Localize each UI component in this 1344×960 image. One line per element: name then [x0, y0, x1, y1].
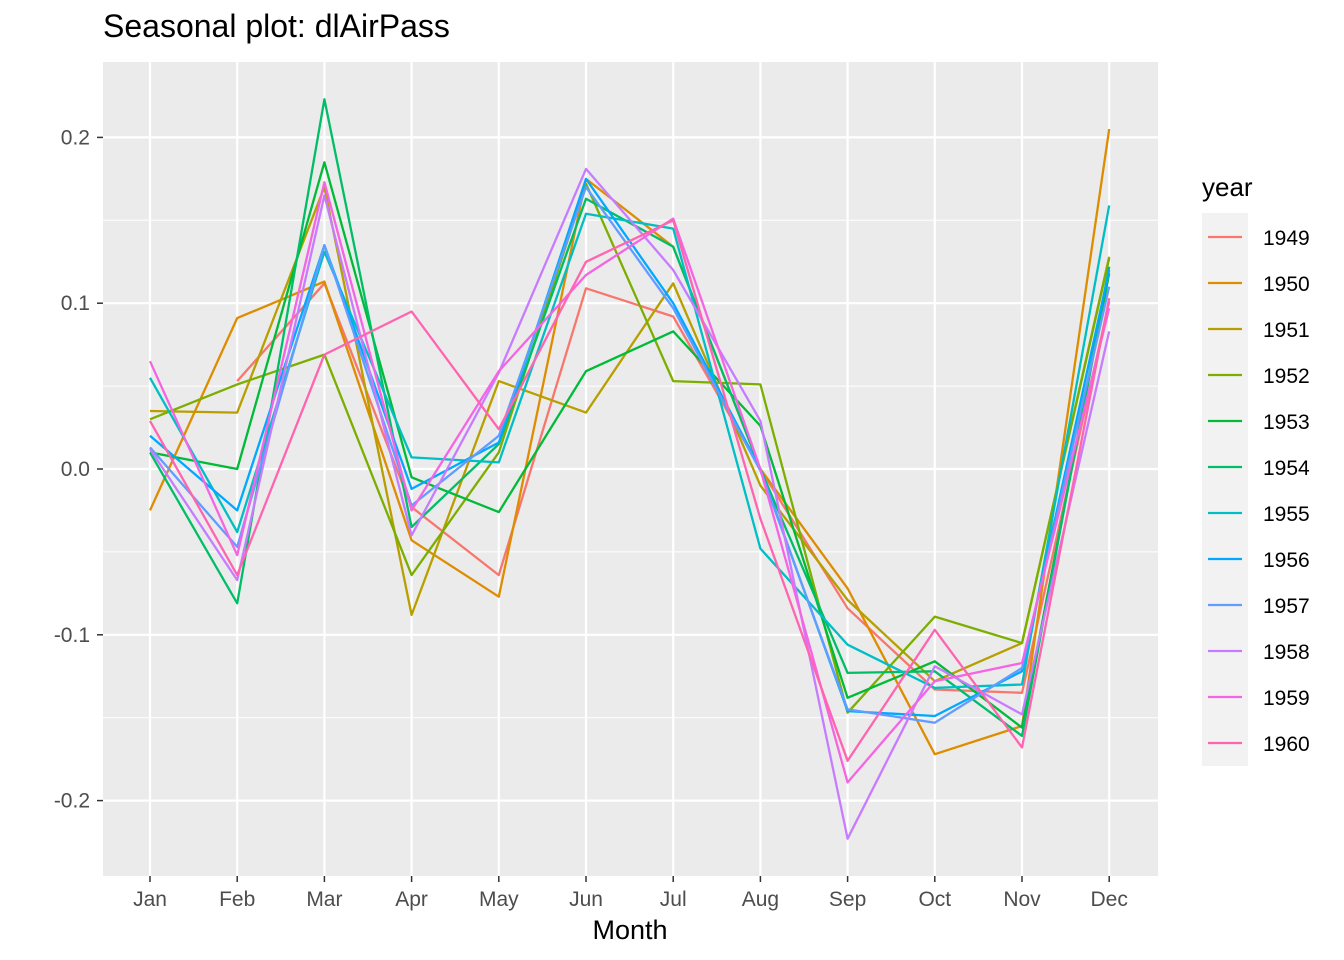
x-tick-label: Mar — [306, 888, 342, 911]
y-tick-label: -0.2 — [54, 790, 90, 813]
x-tick-label: Sep — [829, 888, 866, 911]
legend-label: 1957 — [1263, 595, 1310, 618]
x-tick-label: Jul — [660, 888, 687, 911]
legend-item-1959: 1959 — [1208, 687, 1310, 710]
y-tick-label: 0.0 — [61, 458, 90, 481]
legend-label: 1950 — [1263, 273, 1310, 296]
x-tick-label: Feb — [219, 888, 255, 911]
legend-item-1954: 1954 — [1208, 457, 1310, 480]
series-line-1959 — [148, 181, 1111, 784]
legend-title: year — [1202, 172, 1253, 202]
x-tick-label: Apr — [395, 888, 428, 911]
x-tick-label: Jan — [133, 888, 167, 911]
series-line-1953 — [149, 161, 1111, 729]
legend-item-1949: 1949 — [1208, 227, 1310, 250]
series-line-1960 — [148, 219, 1111, 762]
series-line-1952 — [149, 182, 1111, 714]
y-tick-label: -0.1 — [54, 624, 90, 647]
legend-label: 1949 — [1263, 227, 1310, 250]
legend-item-1953: 1953 — [1208, 411, 1310, 434]
legend-label: 1956 — [1263, 549, 1310, 572]
y-tick-label: 0.1 — [61, 292, 90, 315]
y-tick-label: 0.2 — [61, 126, 90, 149]
legend-item-1950: 1950 — [1208, 273, 1310, 296]
legend-item-1958: 1958 — [1208, 641, 1310, 664]
x-tick-label: Nov — [1003, 888, 1041, 911]
chart-title: Seasonal plot: dlAirPass — [103, 8, 450, 44]
legend-label: 1960 — [1263, 733, 1310, 756]
legend-item-1960: 1960 — [1208, 733, 1310, 756]
legend-item-1952: 1952 — [1208, 365, 1310, 388]
series-line-1958 — [149, 167, 1111, 840]
series-line-1954 — [149, 98, 1111, 738]
x-axis: Jan Feb Mar Apr May Jun Jul Aug Sep Oct Nov Dec — [133, 876, 1128, 911]
legend-item-1951: 1951 — [1208, 319, 1310, 342]
legend-label: 1955 — [1263, 503, 1310, 526]
x-tick-label: May — [479, 888, 519, 911]
x-tick-label: Aug — [742, 888, 779, 911]
series-line-1949 — [236, 282, 1111, 694]
legend-label: 1951 — [1263, 319, 1310, 342]
legend-item-1956: 1956 — [1208, 549, 1310, 572]
x-axis-title: Month — [592, 915, 667, 945]
y-axis: -0.2 -0.1 0.0 0.1 0.2 — [54, 126, 103, 813]
legend-label: 1959 — [1263, 687, 1310, 710]
legend-label: 1958 — [1263, 641, 1310, 664]
legend-label: 1954 — [1263, 457, 1310, 480]
series-lines — [148, 98, 1111, 840]
x-tick-label: Jun — [569, 888, 603, 911]
legend-label: 1953 — [1263, 411, 1310, 434]
legend-item-1955: 1955 — [1208, 503, 1310, 526]
legend: year 1949 1950 1951 1952 1953 1954 1955 1956 195… — [1202, 172, 1310, 766]
legend-key-background — [1202, 213, 1248, 766]
x-tick-label: Oct — [918, 888, 951, 911]
legend-item-1957: 1957 — [1208, 595, 1310, 618]
legend-label: 1952 — [1263, 365, 1310, 388]
x-tick-label: Dec — [1091, 888, 1128, 911]
